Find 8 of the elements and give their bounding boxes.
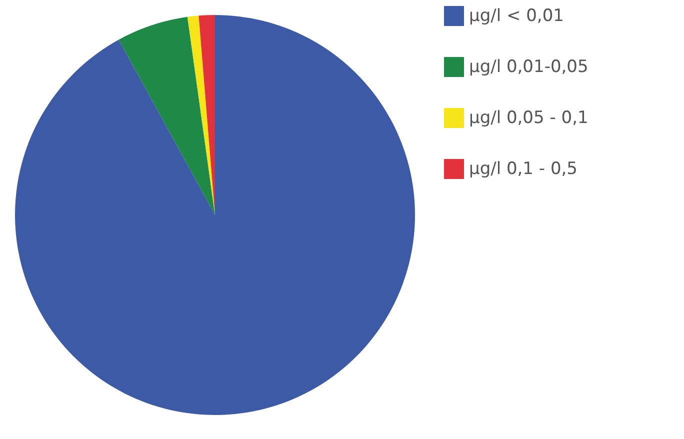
pie-slice [198,15,215,215]
pie-slice [15,15,415,415]
pie-slice [118,16,215,215]
legend-label: µg/l 0,1 - 0,5 [469,159,578,179]
legend-label: µg/l 0,05 - 0,1 [469,108,588,128]
pie-slice [187,16,215,215]
legend-label: µg/l 0,01-0,05 [469,57,588,77]
legend-label: µg/l < 0,01 [469,6,564,26]
